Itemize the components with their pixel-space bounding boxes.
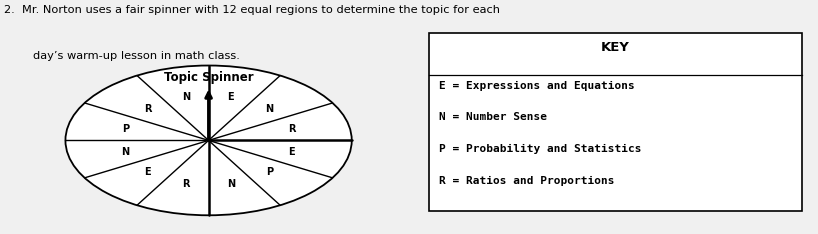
- FancyBboxPatch shape: [429, 33, 802, 211]
- Ellipse shape: [65, 66, 352, 215]
- Text: P: P: [266, 167, 273, 177]
- Text: R: R: [288, 124, 295, 134]
- Text: N: N: [265, 104, 273, 114]
- Text: N: N: [227, 179, 235, 189]
- Text: R = Ratios and Proportions: R = Ratios and Proportions: [439, 176, 615, 186]
- Text: E: E: [227, 92, 234, 102]
- Text: 2.  Mr. Norton uses a fair spinner with 12 equal regions to determine the topic : 2. Mr. Norton uses a fair spinner with 1…: [4, 5, 500, 15]
- Text: E: E: [288, 147, 294, 157]
- Text: Topic Spinner: Topic Spinner: [164, 71, 254, 84]
- Text: N = Number Sense: N = Number Sense: [439, 112, 547, 122]
- Text: P: P: [122, 124, 129, 134]
- Text: E: E: [145, 167, 151, 177]
- Text: R: R: [182, 179, 190, 189]
- Text: day’s warm-up lesson in math class.: day’s warm-up lesson in math class.: [33, 51, 240, 62]
- Text: KEY: KEY: [601, 41, 630, 54]
- Text: R: R: [144, 104, 151, 114]
- Text: E = Expressions and Equations: E = Expressions and Equations: [439, 81, 635, 91]
- Text: P = Probability and Statistics: P = Probability and Statistics: [439, 144, 642, 154]
- Text: N: N: [182, 92, 191, 102]
- Text: N: N: [122, 147, 130, 157]
